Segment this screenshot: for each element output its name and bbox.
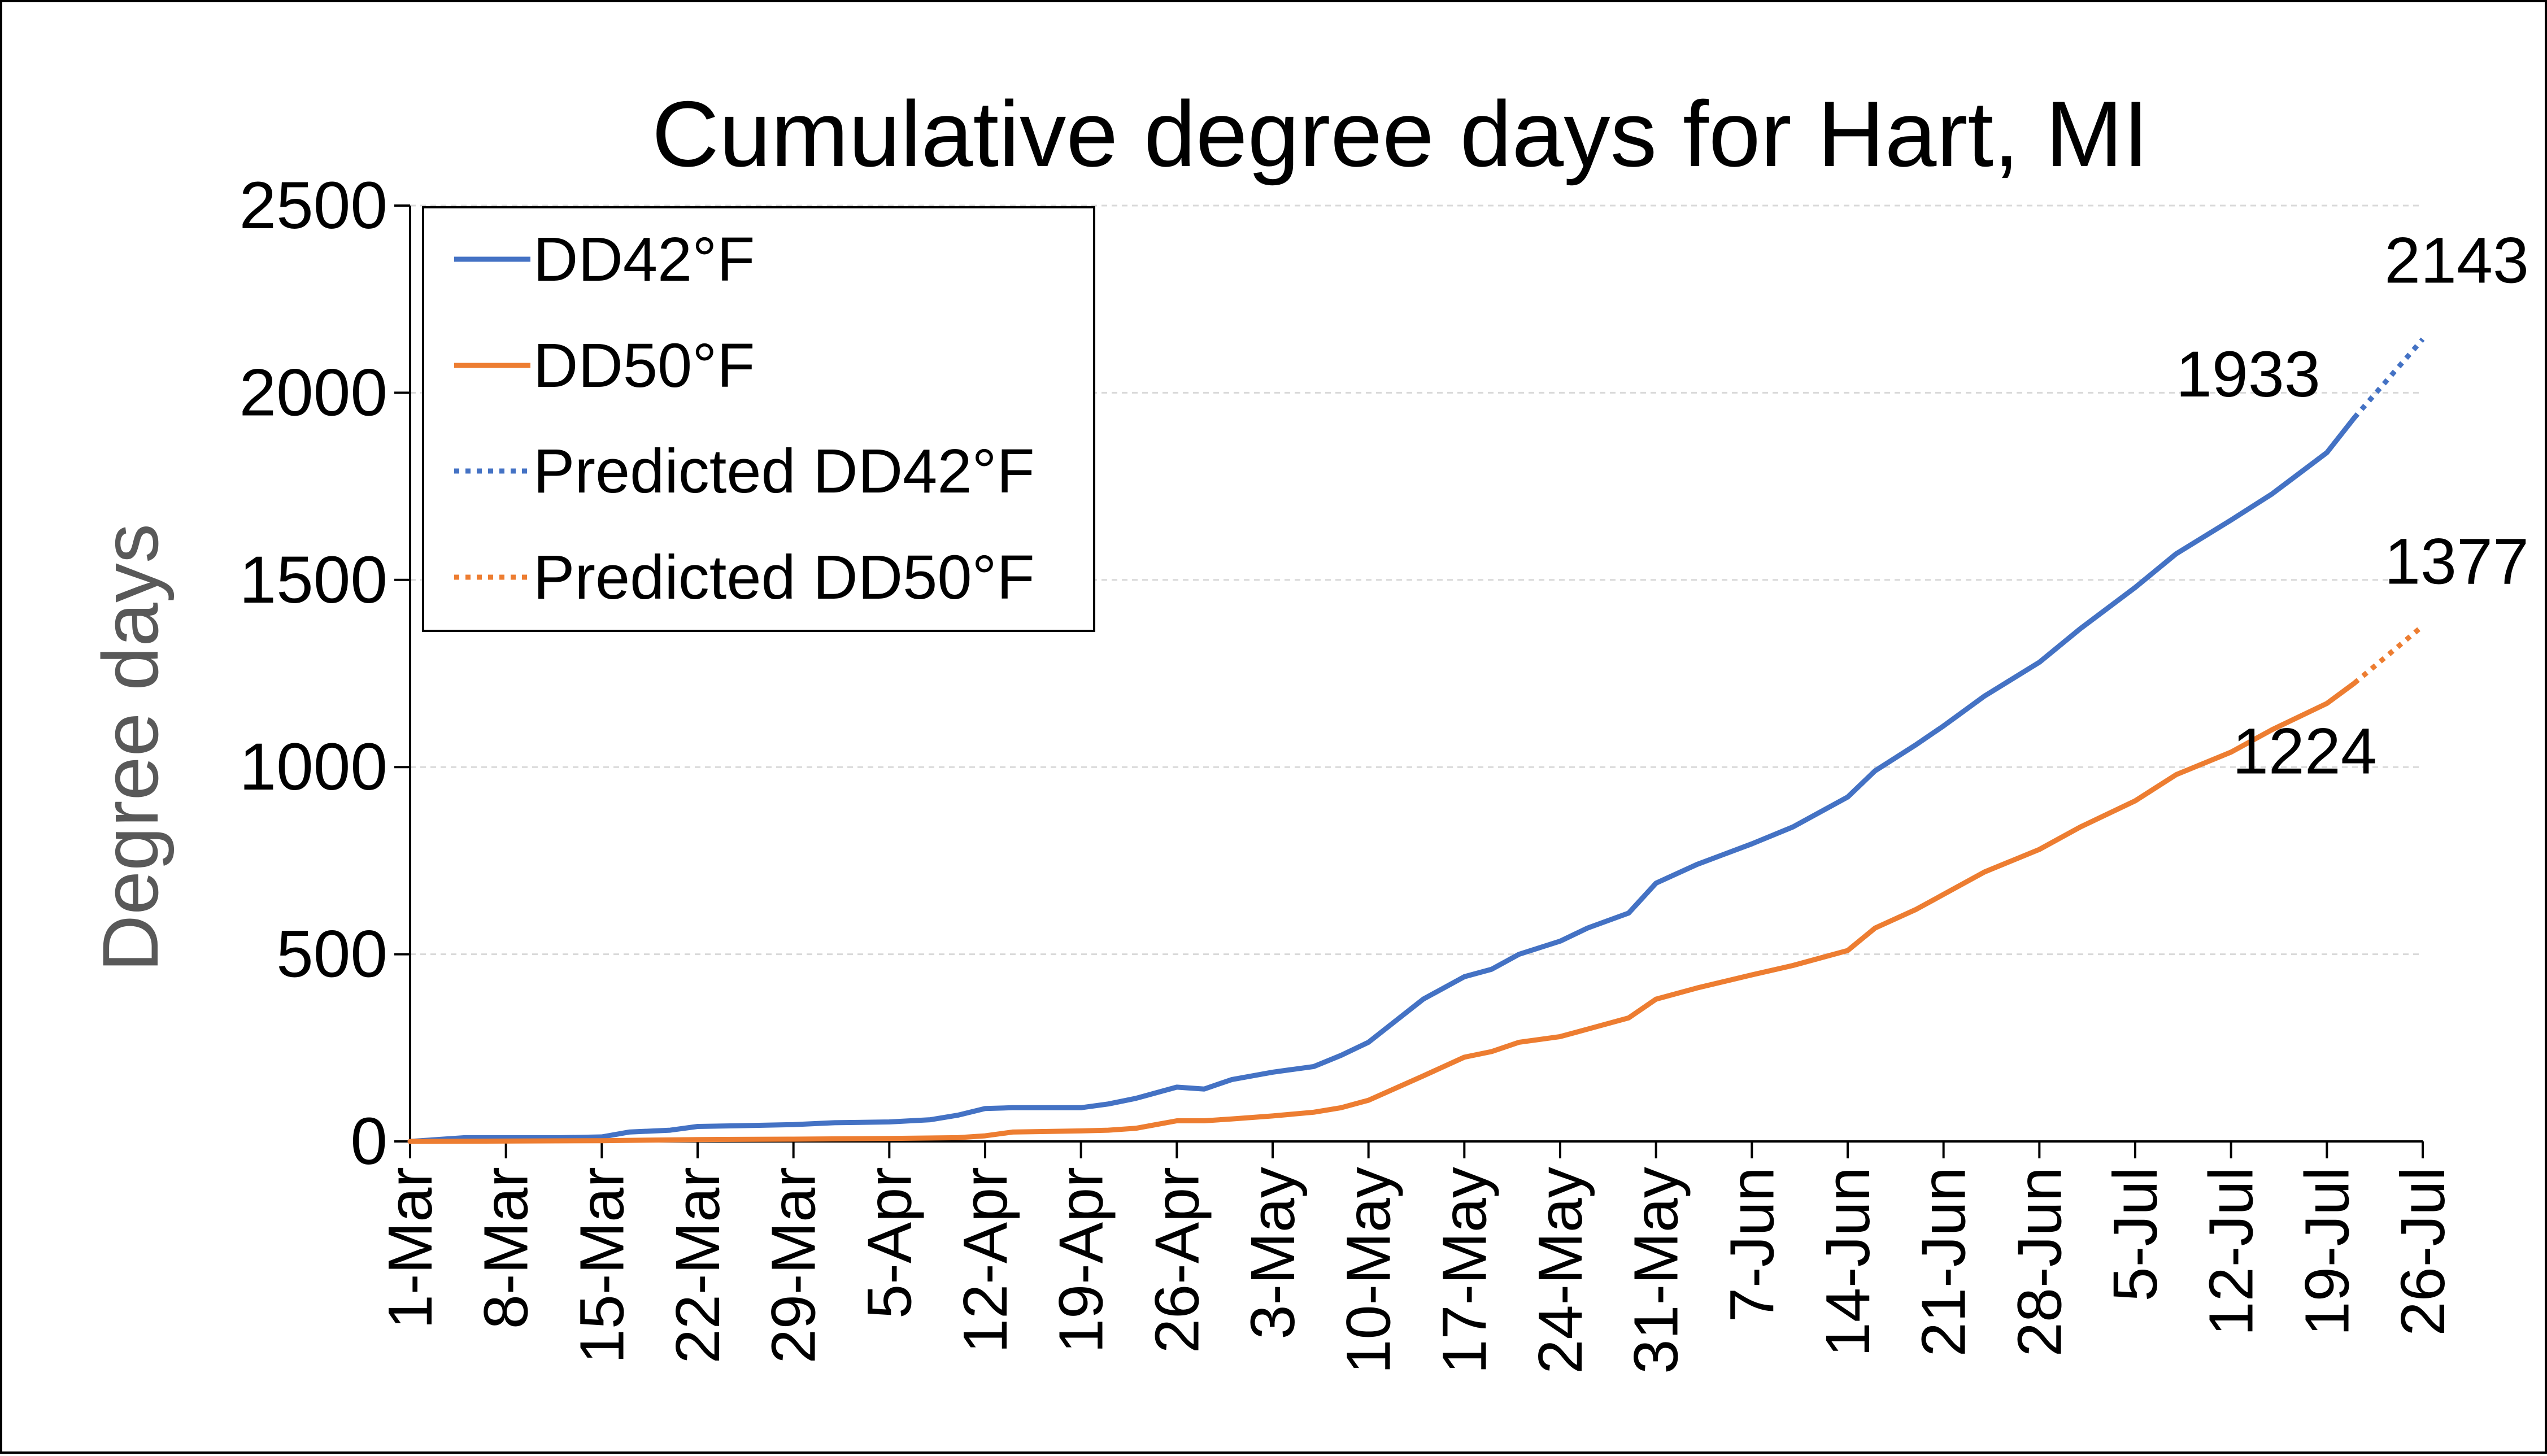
legend-label-predicted-dd50: Predicted DD50°F [533,543,1035,612]
x-tick-label: 22-Mar [663,1167,733,1363]
legend: DD42°F DD50°F Predicted DD42°F Predicted… [422,206,1095,632]
x-tick-label: 14-Jun [1813,1167,1883,1357]
x-tick-label: 7-Jun [1717,1167,1787,1322]
legend-label-dd42: DD42°F [533,225,755,294]
axes: 0 500 1000 1500 2000 2500 1-Mar 8-Mar 15-Mar 22-M… [239,168,2458,1374]
data-label: 1933 [2176,338,2320,411]
x-tick-label: 5-Jul [2101,1167,2170,1301]
series-line-dd50-f [407,681,2357,1144]
x-tick-label: 8-Mar [472,1167,541,1329]
x-tick-label: 19-Apr [1047,1167,1116,1353]
series-line-predicted-dd50-f [2352,624,2424,686]
series-line-predicted-dd42-f [2352,337,2425,420]
x-tick-label: 21-Jun [1909,1167,1979,1357]
x-tick-label: 26-Jul [2388,1167,2458,1336]
x-tick-label: 3-May [1238,1167,1308,1340]
legend-label-dd50: DD50°F [533,331,755,400]
x-tick-label: 1-Mar [376,1167,445,1329]
x-tick-label: 12-Jul [2197,1167,2266,1336]
data-label: 1224 [2232,716,2377,788]
y-tick-label: 1500 [239,543,388,617]
x-tick-label: 12-Apr [951,1167,1020,1353]
y-axis-title: Degree days [86,524,175,972]
data-label: 2143 [2384,225,2529,297]
y-tick-label: 0 [350,1104,388,1179]
legend-box [422,206,1095,632]
x-tick-label: 15-Mar [567,1167,637,1363]
y-tick-label: 2000 [239,355,388,430]
x-tick-label: 28-Jun [2005,1167,2074,1357]
x-tick-label: 19-Jul [2292,1167,2362,1336]
x-tick-label: 29-Mar [759,1167,829,1363]
x-tick-label: 17-May [1430,1167,1499,1374]
data-labels: 1933 2143 1224 1377 [2176,225,2529,788]
y-tick-label: 1000 [239,730,388,804]
legend-label-predicted-dd42: Predicted DD42°F [533,437,1035,506]
x-tick-label: 31-May [1622,1167,1691,1374]
x-tick-label: 26-Apr [1142,1167,1212,1353]
series-lines [407,337,2425,1144]
chart-title: Cumulative degree days for Hart, MI [652,82,2149,186]
x-tick-label: 5-Apr [855,1167,924,1319]
x-tick-label: 10-May [1334,1167,1404,1374]
series-line-dd42-f [407,415,2357,1144]
x-tick-label: 24-May [1526,1167,1595,1374]
data-label: 1377 [2384,525,2529,598]
y-tick-label: 2500 [239,168,388,243]
y-tick-label: 500 [276,917,388,992]
